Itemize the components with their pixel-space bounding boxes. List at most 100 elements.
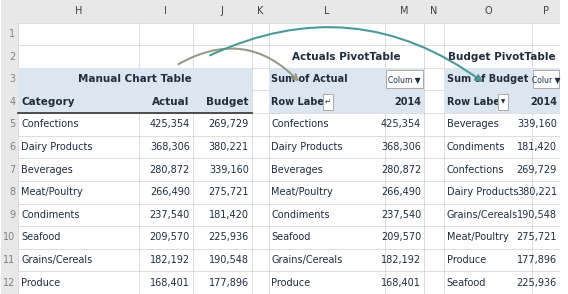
Bar	[1, 136, 19, 158]
Bar	[424, 0, 444, 23]
Text: 269,729: 269,729	[517, 165, 557, 175]
Text: 7: 7	[9, 165, 15, 175]
Text: 2014: 2014	[394, 97, 421, 107]
Bar	[385, 0, 424, 23]
Bar	[323, 94, 332, 110]
Text: I: I	[164, 6, 167, 16]
Text: Beverages: Beverages	[446, 119, 499, 129]
Text: 5: 5	[9, 119, 15, 129]
Text: 3: 3	[10, 74, 15, 84]
Text: Produce: Produce	[22, 278, 61, 288]
Text: P: P	[543, 6, 549, 16]
Text: 190,548: 190,548	[517, 210, 557, 220]
Text: 209,570: 209,570	[381, 233, 421, 243]
Bar	[19, 0, 139, 23]
Text: N: N	[430, 6, 437, 16]
Bar	[533, 70, 559, 88]
Text: 425,354: 425,354	[149, 119, 190, 129]
Text: Actual: Actual	[152, 97, 190, 107]
Text: Budget PivotTable: Budget PivotTable	[448, 51, 556, 61]
Text: Meat/Poultry: Meat/Poultry	[22, 187, 83, 197]
Text: 275,721: 275,721	[516, 233, 557, 243]
Bar	[193, 0, 252, 23]
Text: 177,896: 177,896	[208, 278, 249, 288]
Text: 177,896: 177,896	[517, 255, 557, 265]
Bar	[269, 0, 385, 23]
Bar	[1, 68, 19, 91]
Text: Dairy Products: Dairy Products	[446, 187, 518, 197]
Text: Grains/Cereals: Grains/Cereals	[272, 255, 343, 265]
Text: 339,160: 339,160	[517, 119, 557, 129]
Bar	[1, 181, 19, 203]
Bar	[139, 0, 193, 23]
Text: Beverages: Beverages	[272, 165, 323, 175]
Bar	[1, 158, 19, 181]
Text: 237,540: 237,540	[381, 210, 421, 220]
Bar	[1, 249, 19, 271]
Text: 225,936: 225,936	[517, 278, 557, 288]
Text: 275,721: 275,721	[208, 187, 249, 197]
Text: 237,540: 237,540	[149, 210, 190, 220]
Text: 339,160: 339,160	[209, 165, 249, 175]
Bar	[498, 94, 508, 110]
Text: Confections: Confections	[272, 119, 329, 129]
Text: 266,490: 266,490	[381, 187, 421, 197]
Text: 11: 11	[3, 255, 15, 265]
Text: 280,872: 280,872	[149, 165, 190, 175]
Text: ↵: ↵	[325, 99, 331, 105]
Text: H: H	[75, 6, 82, 16]
Text: Actuals PivotTable: Actuals PivotTable	[292, 51, 400, 61]
Text: Confections: Confections	[22, 119, 79, 129]
Text: Condiments: Condiments	[22, 210, 80, 220]
Text: O: O	[485, 6, 492, 16]
Bar	[252, 0, 269, 23]
Text: Produce: Produce	[272, 278, 311, 288]
Bar	[1, 226, 19, 249]
Text: 4: 4	[10, 97, 15, 107]
Text: Budget: Budget	[206, 97, 249, 107]
Bar	[1, 113, 19, 136]
Text: Row Labels: Row Labels	[446, 97, 509, 107]
Bar	[1, 271, 19, 294]
Bar	[444, 0, 532, 23]
Bar	[19, 68, 252, 91]
Text: 209,570: 209,570	[149, 233, 190, 243]
Text: 368,306: 368,306	[150, 142, 190, 152]
Text: 2014: 2014	[530, 97, 557, 107]
Text: L: L	[324, 6, 329, 16]
Text: 9: 9	[10, 210, 15, 220]
Text: 6: 6	[10, 142, 15, 152]
Text: Condiments: Condiments	[272, 210, 330, 220]
Text: 168,401: 168,401	[381, 278, 421, 288]
Text: Seafood: Seafood	[22, 233, 61, 243]
Bar	[444, 68, 560, 91]
Bar	[19, 91, 252, 113]
Text: Condiments: Condiments	[446, 142, 505, 152]
Text: Confections: Confections	[446, 165, 504, 175]
Text: Grains/Cereals: Grains/Cereals	[22, 255, 93, 265]
Text: 12: 12	[3, 278, 15, 288]
Text: Meat/Poultry: Meat/Poultry	[446, 233, 508, 243]
Bar	[386, 70, 423, 88]
Text: Sum of Actual: Sum of Actual	[272, 74, 348, 84]
Bar	[444, 91, 560, 113]
Text: 1: 1	[10, 29, 15, 39]
Text: 10: 10	[3, 233, 15, 243]
Text: Dairy Products: Dairy Products	[22, 142, 93, 152]
Text: M: M	[400, 6, 408, 16]
Text: 368,306: 368,306	[381, 142, 421, 152]
Text: Colur ▼: Colur ▼	[532, 75, 561, 84]
Text: Seafood: Seafood	[272, 233, 311, 243]
Text: K: K	[257, 6, 264, 16]
Text: 266,490: 266,490	[150, 187, 190, 197]
Text: Seafood: Seafood	[446, 278, 486, 288]
Text: J: J	[221, 6, 224, 16]
Text: 380,221: 380,221	[208, 142, 249, 152]
Text: Beverages: Beverages	[22, 165, 73, 175]
Text: Manual Chart Table: Manual Chart Table	[78, 74, 192, 84]
Bar	[532, 0, 560, 23]
Text: 168,401: 168,401	[150, 278, 190, 288]
Text: 280,872: 280,872	[381, 165, 421, 175]
Text: 190,548: 190,548	[209, 255, 249, 265]
Bar	[1, 0, 19, 23]
